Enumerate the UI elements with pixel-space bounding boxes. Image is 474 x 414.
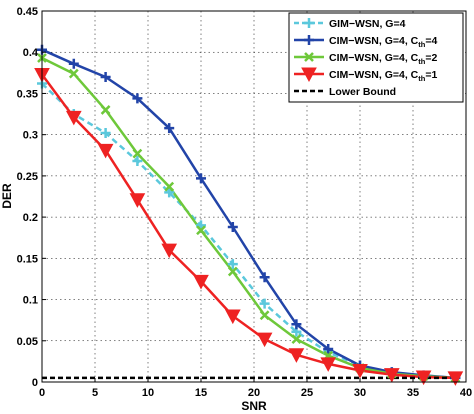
y-tick-label: 0.25 [17, 171, 38, 183]
y-axis-label: DER [0, 183, 14, 209]
data-point-marker [164, 187, 175, 198]
axis-ticks: 0 5 10 15 20 25 30 35 40 0 0.05 0.1 0.15 0.2 0.25 0.3 0.… [17, 6, 473, 399]
data-point-marker [129, 193, 146, 208]
data-point-marker [291, 319, 302, 330]
x-tick-label: 30 [354, 387, 366, 399]
x-tick-label: 25 [301, 387, 313, 399]
data-point-marker [259, 298, 270, 309]
data-point-marker [224, 309, 241, 325]
legend-marker [301, 67, 317, 83]
y-tick-label: 0.2 [23, 212, 38, 224]
data-point-marker [320, 357, 337, 372]
legend-label: CIM−WSN, G=4, Cth=1 [329, 69, 437, 83]
data-point-marker [97, 143, 114, 159]
data-point-marker [164, 123, 175, 134]
data-point-marker [256, 332, 273, 348]
data-point-marker [193, 274, 209, 290]
x-tick-label: 20 [248, 387, 260, 399]
y-tick-label: 0.1 [23, 295, 38, 307]
x-tick-label: 40 [460, 387, 472, 399]
data-point-marker [288, 348, 305, 363]
y-tick-label: 0 [32, 377, 38, 389]
data-point-marker [415, 370, 432, 386]
data-point-marker [447, 371, 464, 386]
x-tick-label: 0 [39, 387, 45, 399]
data-point-marker [100, 105, 111, 115]
x-axis-label: SNR [241, 399, 267, 413]
x-tick-label: 10 [142, 387, 154, 399]
x-tick-label: 5 [92, 387, 98, 399]
data-point-marker [100, 128, 111, 139]
series-markers [34, 44, 464, 386]
data-point-marker [259, 272, 270, 283]
data-point-marker [132, 156, 143, 167]
data-point-marker [227, 259, 238, 270]
legend-marker [304, 35, 314, 45]
data-point-marker [291, 334, 302, 345]
data-point-marker [383, 368, 400, 383]
data-point-marker [164, 181, 175, 192]
series-line-3 [40, 73, 456, 380]
data-point-marker [68, 68, 79, 79]
x-tick-label: 15 [195, 387, 207, 399]
legend-label: Lower Bound [329, 86, 396, 98]
legend-marker [304, 52, 314, 62]
data-point-marker [196, 225, 206, 236]
legend-label: GIM−WSN, G=4 [329, 18, 406, 30]
y-tick-label: 0.4 [23, 47, 39, 59]
y-tick-label: 0.35 [17, 88, 38, 100]
data-point-marker [227, 266, 238, 277]
legend: GIM−WSN, G=4 CIM−WSN, G=4, Cth=4 CIM−WSN, … [288, 12, 464, 103]
data-point-marker [132, 93, 143, 104]
data-point-marker [100, 71, 111, 82]
y-tick-label: 0.05 [17, 336, 38, 348]
data-point-marker [65, 110, 82, 126]
legend-marker [304, 18, 314, 28]
data-point-marker [227, 222, 238, 233]
data-point-marker [196, 173, 206, 184]
y-tick-label: 0.3 [23, 130, 38, 142]
data-point-marker [259, 310, 270, 321]
legend-label: CIM−WSN, G=4, Cth=2 [329, 52, 437, 66]
legend-label: CIM−WSN, G=4, Cth=4 [329, 35, 437, 49]
data-point-marker [132, 148, 143, 159]
data-point-marker [352, 363, 368, 379]
data-point-marker [323, 344, 334, 355]
y-tick-label: 0.15 [17, 253, 38, 265]
y-tick-label: 0.45 [17, 6, 38, 18]
data-point-marker [161, 243, 178, 259]
x-tick-label: 35 [407, 387, 419, 399]
data-point-marker [68, 58, 79, 69]
